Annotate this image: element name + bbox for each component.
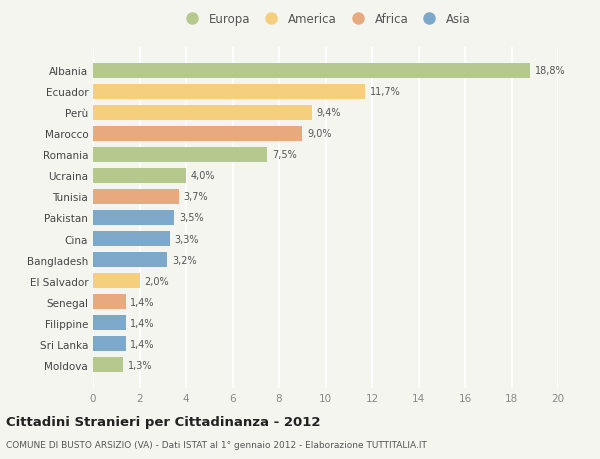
Text: 1,4%: 1,4% — [130, 339, 155, 349]
Bar — [93, 274, 139, 289]
Bar — [93, 84, 365, 100]
Text: 1,4%: 1,4% — [130, 297, 155, 307]
Bar — [93, 147, 268, 162]
Text: 4,0%: 4,0% — [191, 171, 215, 181]
Bar — [93, 64, 530, 79]
Bar — [93, 252, 167, 268]
Bar — [93, 106, 311, 121]
Text: 18,8%: 18,8% — [535, 66, 565, 76]
Bar — [93, 357, 123, 372]
Text: 2,0%: 2,0% — [144, 276, 169, 286]
Text: 11,7%: 11,7% — [370, 87, 400, 97]
Text: 3,3%: 3,3% — [175, 234, 199, 244]
Text: 3,7%: 3,7% — [184, 192, 208, 202]
Legend: Europa, America, Africa, Asia: Europa, America, Africa, Asia — [180, 13, 471, 26]
Bar — [93, 315, 125, 330]
Text: 3,5%: 3,5% — [179, 213, 203, 223]
Text: 1,3%: 1,3% — [128, 360, 152, 370]
Bar — [93, 294, 125, 309]
Text: Cittadini Stranieri per Cittadinanza - 2012: Cittadini Stranieri per Cittadinanza - 2… — [6, 415, 320, 428]
Bar — [93, 336, 125, 352]
Text: 3,2%: 3,2% — [172, 255, 197, 265]
Text: COMUNE DI BUSTO ARSIZIO (VA) - Dati ISTAT al 1° gennaio 2012 - Elaborazione TUTT: COMUNE DI BUSTO ARSIZIO (VA) - Dati ISTA… — [6, 440, 427, 449]
Bar — [93, 127, 302, 142]
Text: 9,4%: 9,4% — [316, 108, 341, 118]
Text: 1,4%: 1,4% — [130, 318, 155, 328]
Bar — [93, 190, 179, 205]
Text: 9,0%: 9,0% — [307, 129, 331, 139]
Bar — [93, 211, 175, 225]
Bar — [93, 231, 170, 246]
Text: 7,5%: 7,5% — [272, 150, 297, 160]
Bar — [93, 168, 186, 184]
